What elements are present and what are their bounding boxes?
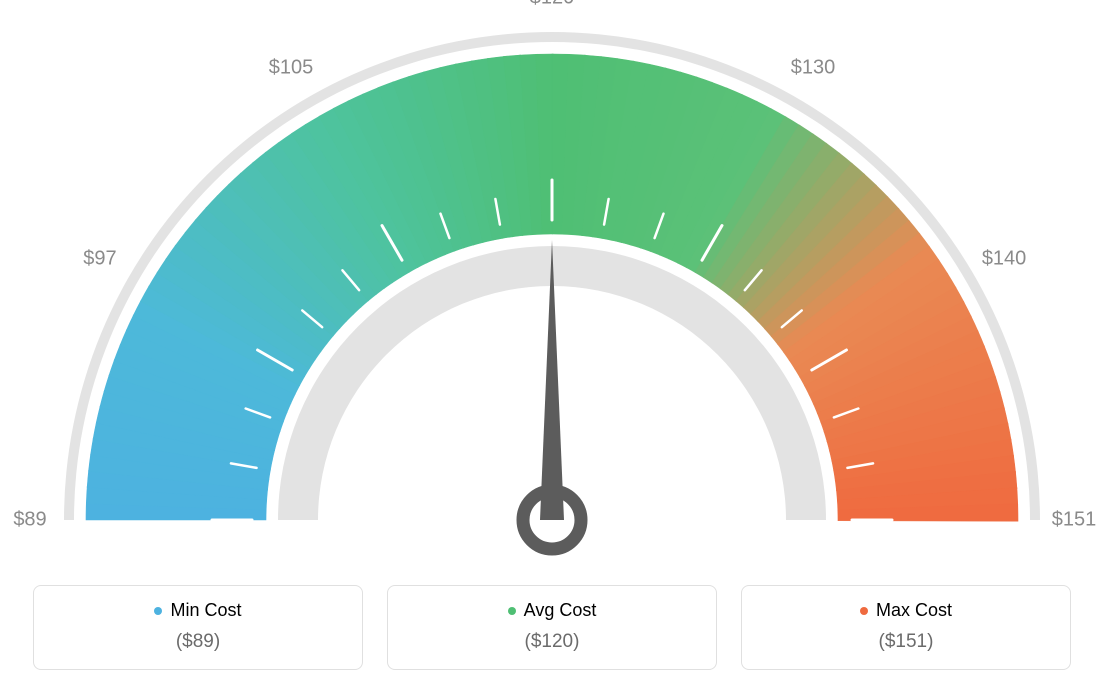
tick-label: $105 [269,56,314,79]
legend-value-min: ($89) [54,631,342,653]
legend-label-max: Max Cost [876,600,952,621]
legend-title-max: Max Cost [860,600,952,621]
legend-title-min: Min Cost [154,600,241,621]
tick-label: $130 [791,56,836,79]
legend-dot-min [154,607,162,615]
tick-label: $97 [83,248,116,271]
cost-gauge: $89$97$105$120$130$140$151 [22,20,1082,580]
legend-title-avg: Avg Cost [508,600,597,621]
tick-label: $140 [982,248,1027,271]
tick-label: $120 [530,0,575,10]
legend-value-max: ($151) [762,631,1050,653]
gauge-svg [22,20,1082,580]
legend-label-min: Min Cost [170,600,241,621]
legend-card-avg: Avg Cost ($120) [387,585,717,670]
legend-dot-max [860,607,868,615]
legend-row: Min Cost ($89) Avg Cost ($120) Max Cost … [30,585,1074,670]
legend-value-avg: ($120) [408,631,696,653]
legend-dot-avg [508,607,516,615]
tick-label: $151 [1052,509,1097,532]
legend-label-avg: Avg Cost [524,600,597,621]
tick-label: $89 [13,509,46,532]
legend-card-max: Max Cost ($151) [741,585,1071,670]
legend-card-min: Min Cost ($89) [33,585,363,670]
